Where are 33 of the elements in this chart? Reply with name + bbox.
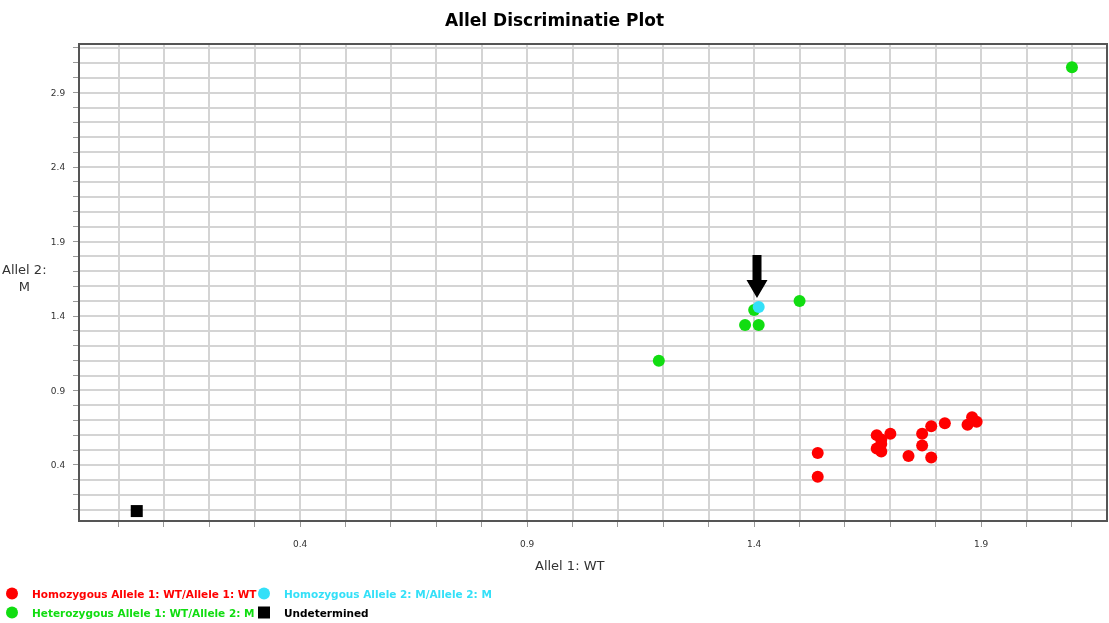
legend-label: Homozygous Allele 1: WT/Allele 1: WT <box>32 587 258 600</box>
y-tick-label: 2.9 <box>50 87 66 98</box>
legend-label: Homozygous Allele 2: M/Allele 2: M <box>284 587 492 600</box>
y-tick-label: 0.9 <box>50 385 66 396</box>
y-axis-title: Allel 2: M <box>2 262 47 294</box>
y-tick-label: 1.9 <box>50 236 66 247</box>
y-tick-label: 0.4 <box>50 460 66 471</box>
point <box>811 446 824 459</box>
point <box>938 417 951 430</box>
point <box>752 318 765 331</box>
chart-title: Allel Discriminatie Plot <box>444 9 665 30</box>
point <box>925 451 938 464</box>
x-tick-label: 0.4 <box>293 538 308 549</box>
y-tick-label: 2.4 <box>50 162 66 173</box>
point <box>793 295 806 308</box>
point <box>902 449 915 462</box>
x-tick-label: 1.9 <box>973 538 989 549</box>
legend-label: Heterozygous Allele 1: WT/Allele 2: M <box>32 606 255 619</box>
point <box>752 301 765 314</box>
legend-label: Undetermined <box>284 606 369 619</box>
x-axis-title: Allel 1: WT <box>535 558 605 573</box>
point <box>130 505 143 518</box>
point <box>739 318 752 331</box>
point <box>916 439 929 452</box>
y-tick-label: 1.4 <box>50 311 66 322</box>
x-tick-label: 0.9 <box>520 538 535 549</box>
point <box>811 470 824 483</box>
x-tick-label: 1.4 <box>747 538 762 549</box>
point <box>916 427 929 440</box>
point <box>925 420 938 433</box>
point <box>1065 61 1078 74</box>
point <box>652 354 665 367</box>
point <box>884 427 897 440</box>
